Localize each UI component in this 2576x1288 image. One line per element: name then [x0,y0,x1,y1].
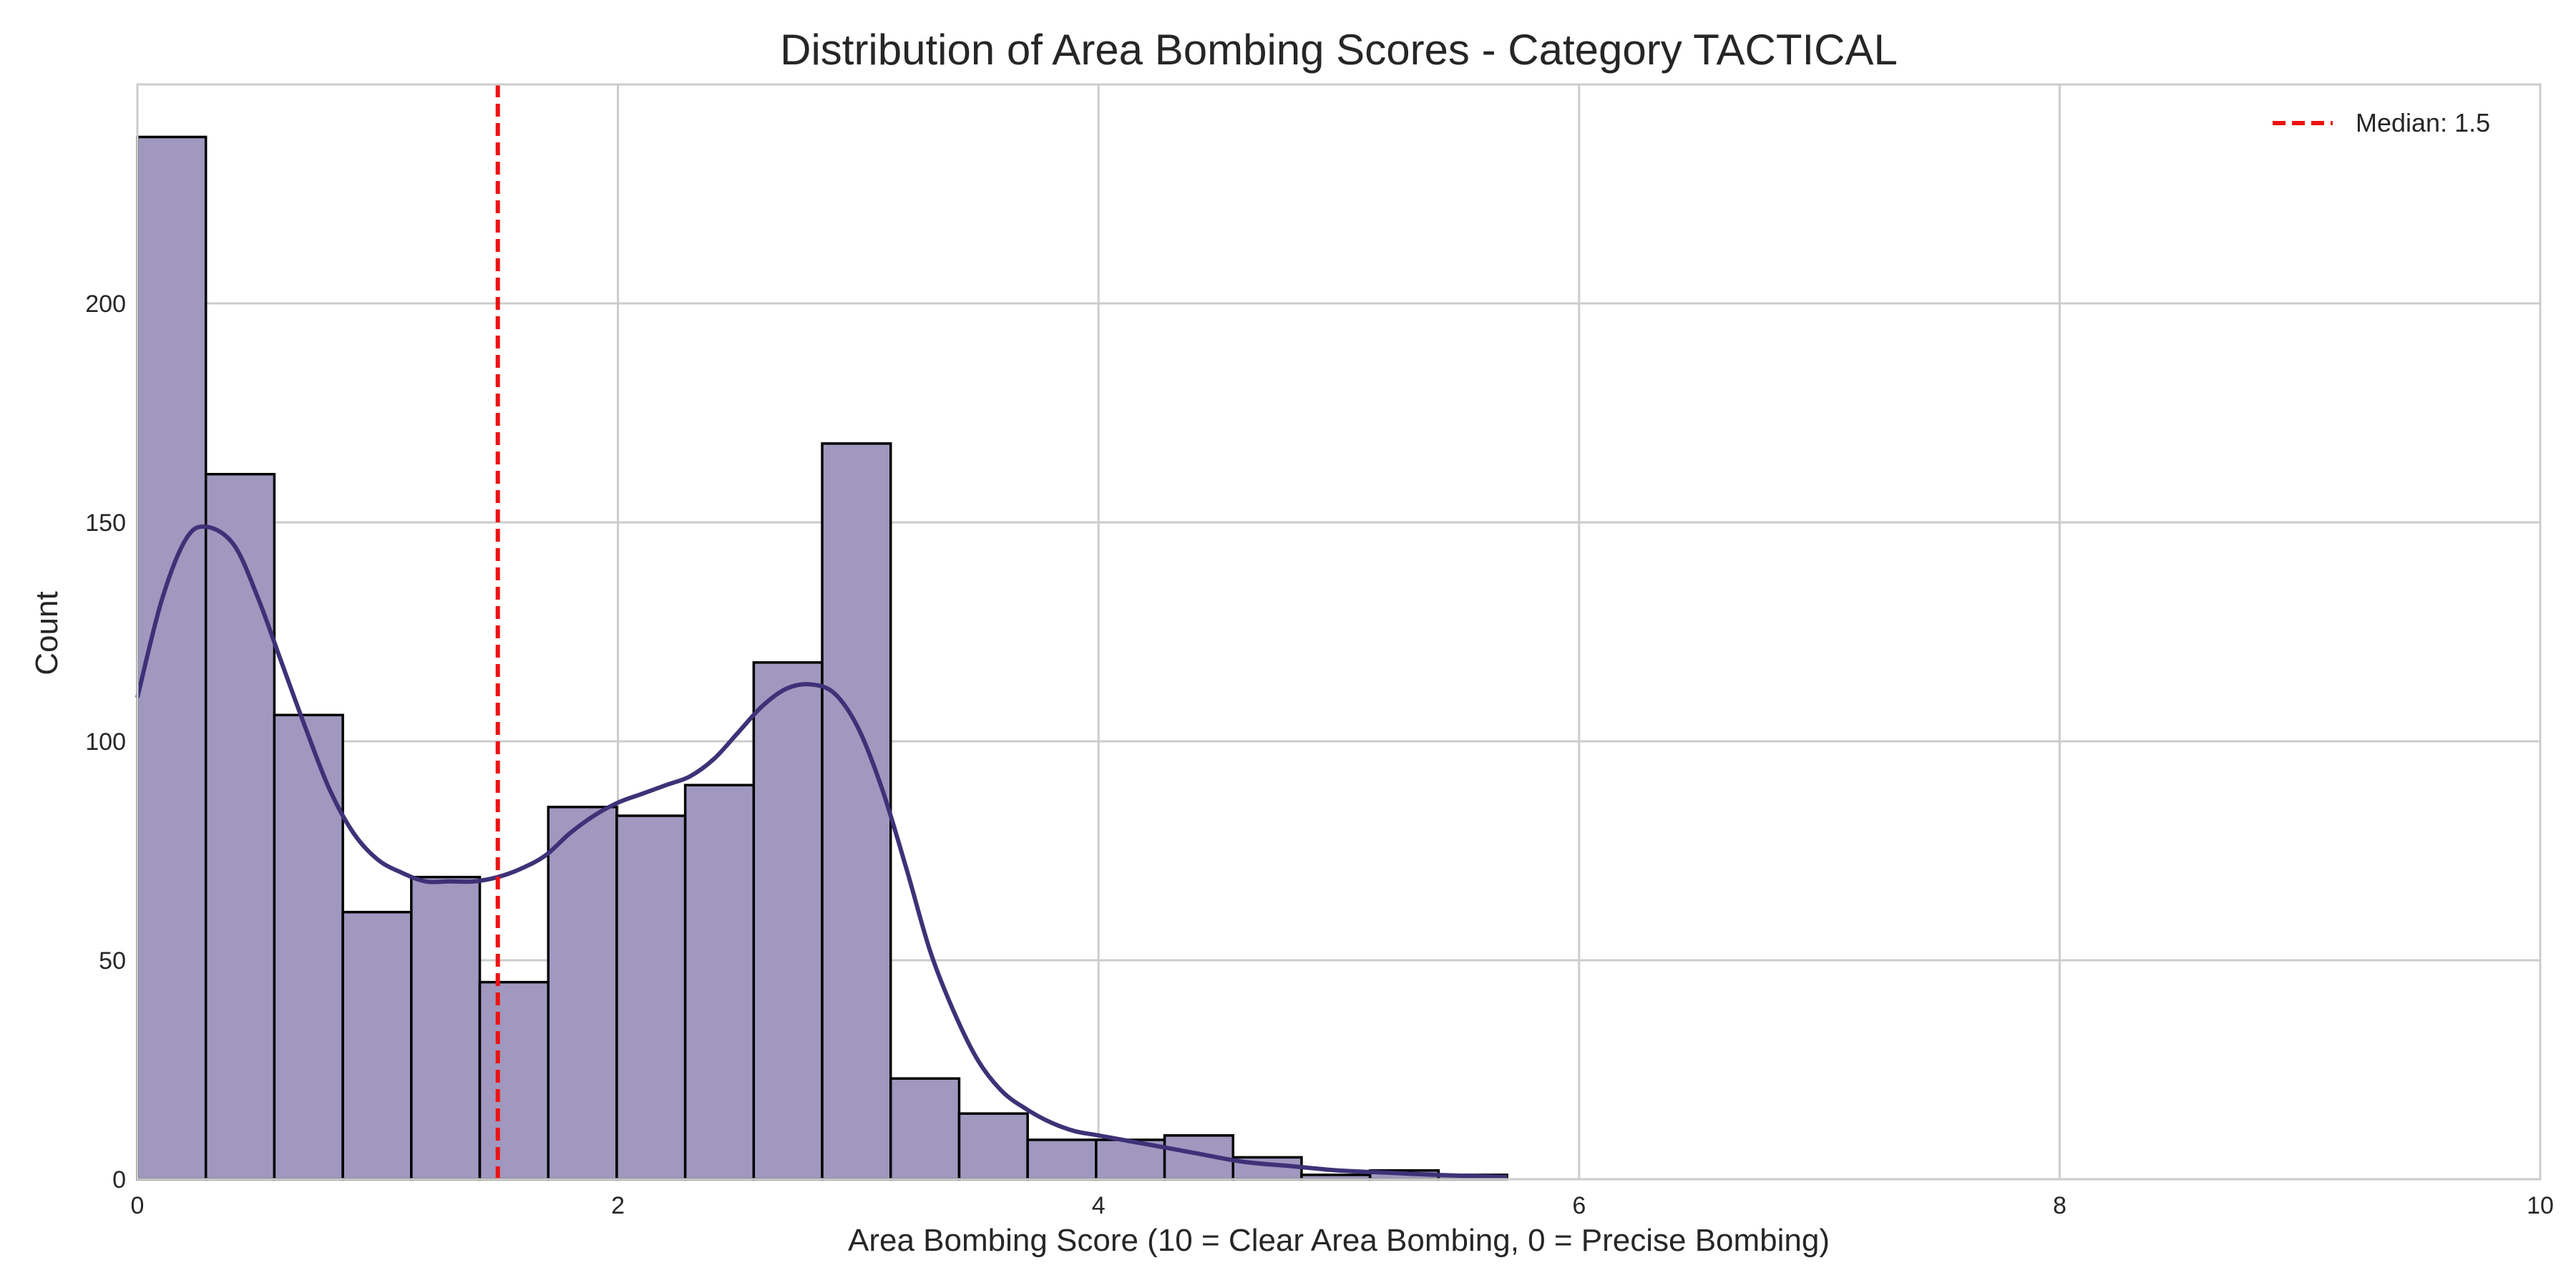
legend-median-label: Median: 1.5 [2356,108,2490,137]
x-tick-label-4: 8 [2053,1192,2067,1219]
x-tick-label-0: 0 [131,1192,145,1219]
histogram-bar [478,980,550,1181]
y-tick-labels: 0 50 100 150 200 [85,291,126,1194]
histogram-bar [683,784,756,1181]
y-tick-label-2: 100 [85,728,126,756]
x-tick-label-2: 4 [1092,1192,1106,1219]
kde-curve-group [135,524,1508,1179]
histogram-bar [957,1112,1029,1181]
x-axis-label: Area Bombing Score (10 = Clear Area Bomb… [848,1223,1830,1258]
chart-title: Distribution of Area Bombing Scores - Ca… [780,26,1898,74]
histogram-bar [341,910,413,1181]
y-tick-label-1: 50 [99,947,126,975]
kde-curve [135,524,1508,1179]
x-tick-label-5: 10 [2527,1192,2554,1219]
histogram-bar [615,814,687,1181]
x-tick-label-3: 6 [1572,1192,1586,1219]
histogram-bar [410,875,482,1181]
histogram-bars [136,135,1508,1181]
y-tick-label-3: 150 [85,509,126,537]
y-tick-label-0: 0 [112,1166,126,1194]
histogram-bar [204,472,276,1181]
histogram-bar [273,713,344,1181]
x-tick-labels: 0 2 4 6 8 10 [131,1192,2554,1219]
y-axis-label: Count [29,591,64,675]
plot-frame [136,83,2542,1181]
histogram-bar [752,661,824,1181]
histogram-bar [547,806,618,1181]
histogram-bar [1026,1138,1098,1181]
x-tick-label-1: 2 [611,1192,625,1219]
histogram-bar [889,1077,961,1181]
legend: Median: 1.5 [2273,108,2490,137]
histogram-bar [821,442,892,1181]
y-tick-label-4: 200 [85,291,126,318]
